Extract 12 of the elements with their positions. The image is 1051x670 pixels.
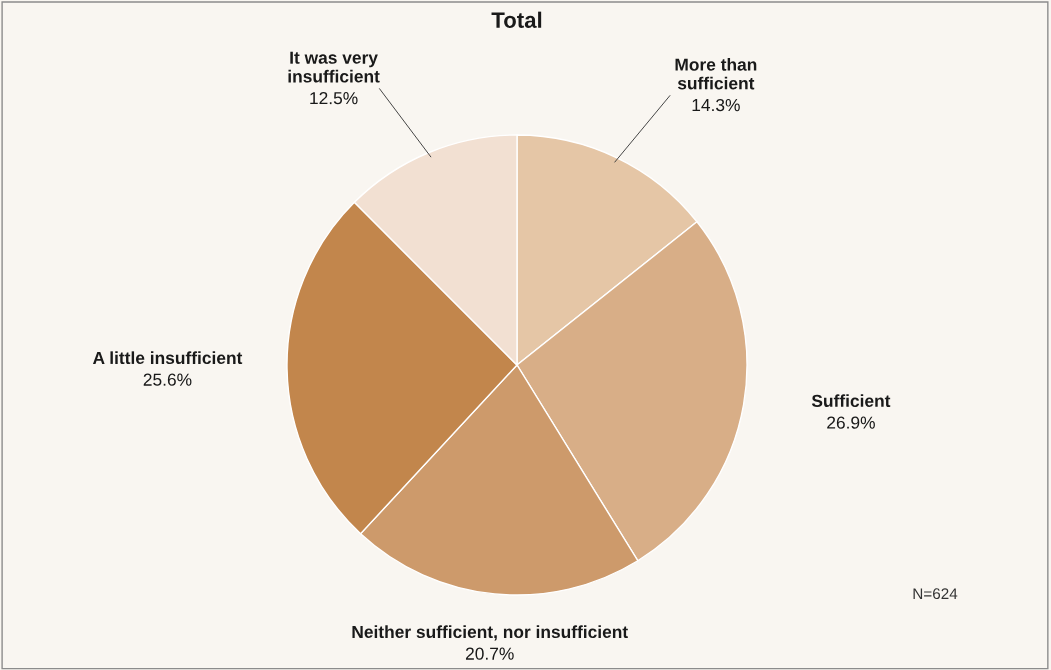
slice-label: Sufficient: [811, 394, 891, 408]
slice-label: A little insufficient: [92, 351, 243, 365]
slice-label: It was very insufficient: [288, 51, 380, 83]
slice-label: Neither sufficient, nor insufficient: [352, 625, 628, 641]
data-label: 20.7%: [465, 647, 514, 660]
data-label: 14.3%: [692, 98, 740, 112]
data-label: 26.9%: [827, 416, 875, 429]
data-label: 12.5%: [310, 92, 358, 105]
slice-label: More than sufficient: [675, 58, 757, 90]
chart-title: Total: [491, 11, 542, 28]
text: N=624: [913, 588, 958, 600]
data-label: 25.6%: [143, 373, 192, 386]
